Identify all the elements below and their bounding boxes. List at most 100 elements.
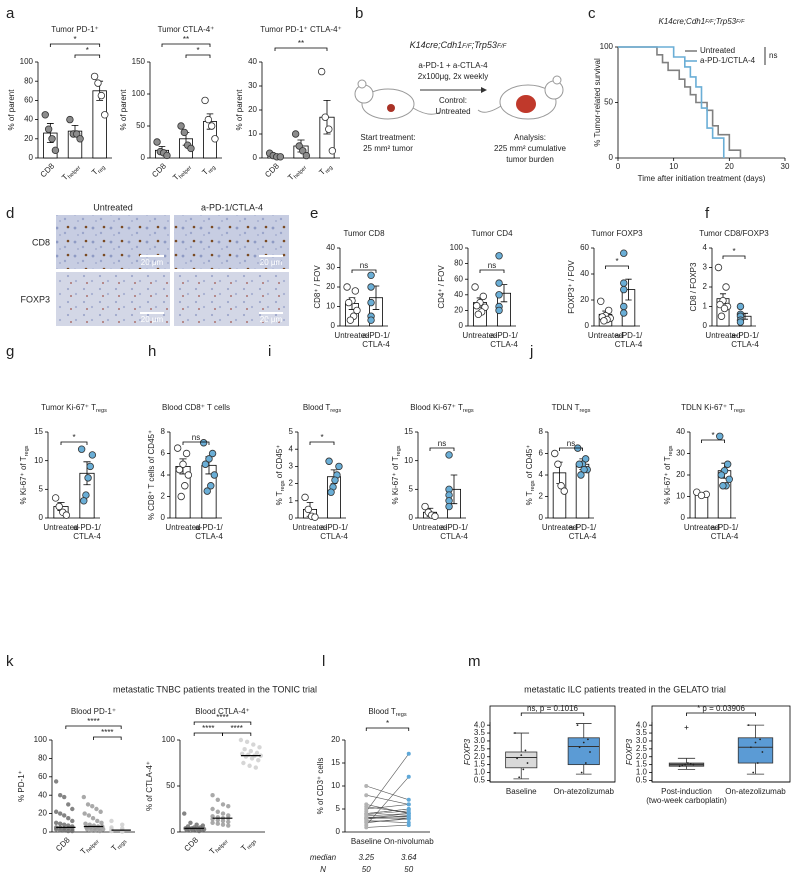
data-point (180, 128, 189, 137)
y-tick-label: 1 (703, 302, 708, 311)
schematic-text: Untreated (435, 107, 470, 116)
x-tick-label: Tregs (110, 835, 129, 854)
data-point (53, 820, 59, 825)
data-point (471, 283, 479, 291)
x-tick-label: a-PD-1/CTLA-4 (320, 523, 348, 541)
y-tick-label: 60 (38, 772, 47, 781)
y-tick-label: 30 (326, 263, 335, 272)
data-point (85, 802, 91, 807)
significance-label: * (732, 247, 735, 256)
y-tick-label: 80 (38, 754, 47, 763)
data-point (684, 763, 687, 766)
y-tick-label: 100 (600, 42, 614, 51)
y-tick-label: 100 (34, 735, 48, 744)
text-line: a-PD-1/ (569, 523, 597, 532)
data-point (301, 493, 309, 502)
data-point (406, 808, 411, 813)
text-sub: helper (67, 165, 82, 180)
error-bar (625, 278, 632, 301)
data-point (83, 821, 88, 826)
text-sub: helper (293, 165, 308, 180)
y-tick-label: 20 (580, 295, 589, 304)
data-point (239, 751, 245, 756)
data-point (580, 465, 588, 474)
chart-title: Blood CTLA-4⁺ (195, 707, 249, 716)
text-line: a-PD-1/ (615, 331, 643, 340)
text-sub: regs (530, 480, 536, 491)
data-point (66, 115, 74, 124)
data-point (199, 439, 208, 447)
data-point (120, 822, 125, 827)
row-label: CD8 (32, 237, 50, 247)
summary-value: 50 (362, 865, 371, 874)
data-point (215, 797, 221, 802)
y-tick-label: 5 (289, 427, 294, 436)
significance-label: **** (202, 724, 214, 733)
data-point (560, 487, 568, 495)
data-point (210, 471, 219, 479)
data-point (524, 749, 527, 752)
significance-label: **** (101, 728, 113, 737)
text-line: CTLA-4 (195, 532, 223, 541)
text-part: % Ki-67⁺ of T (391, 456, 400, 504)
data-point (182, 811, 187, 816)
y-tick-label: 60 (580, 243, 589, 252)
text-part: T (110, 843, 120, 853)
y-tick-label: 6 (539, 449, 544, 458)
data-point (759, 738, 761, 741)
y-axis-label: % Tumor-related survival (593, 58, 602, 147)
data-point (215, 817, 221, 823)
data-point (86, 813, 92, 818)
y-axis-label: FOXP3 (625, 738, 634, 765)
data-point (576, 724, 579, 727)
data-point (88, 451, 97, 459)
x-tick-label: Untreated (334, 331, 369, 340)
panel-label: j (529, 343, 533, 360)
micrograph (56, 272, 170, 326)
data-point (343, 283, 351, 291)
text-part: Blood Ki-67⁺ T (410, 403, 463, 412)
y-tick-label: 5 (336, 804, 341, 813)
y-tick-label: 100 (162, 735, 176, 744)
data-point (620, 309, 628, 317)
x-tick-label: Baseline (506, 787, 537, 796)
x-tick-label: Untreated (412, 523, 447, 532)
data-point (201, 460, 210, 468)
data-point (575, 460, 584, 468)
data-point (173, 444, 182, 452)
text-part: T (79, 846, 89, 856)
y-tick-label: 2.5 (474, 744, 486, 753)
y-tick-label: 80 (24, 76, 33, 85)
pair-line (366, 804, 409, 814)
x-tick-label: a-PD-1/CTLA-4 (711, 523, 739, 541)
data-point (226, 823, 231, 828)
y-tick-label: 1.0 (474, 768, 486, 777)
significance-bracket (74, 54, 101, 58)
data-point (97, 828, 103, 834)
y-tick-label: 40 (676, 427, 685, 436)
x-tick-label: Untreated (705, 331, 740, 340)
x-tick-label: Baseline (351, 837, 382, 846)
y-tick-label: 5 (39, 484, 44, 493)
x-tick-label: On-atezolizumab (554, 787, 615, 796)
data-point (99, 820, 104, 825)
y-tick-label: 20 (38, 809, 47, 818)
data-point (90, 72, 99, 81)
y-tick-label: 30 (248, 81, 257, 90)
data-point (243, 754, 249, 759)
y-axis-label: % CD8⁺ T cells of CD45⁺ (147, 430, 156, 520)
text-part: Tumor Ki-67⁺ T (41, 403, 96, 412)
x-tick-label: Thelper (208, 835, 231, 858)
data-point (81, 794, 87, 800)
y-tick-label: 40 (248, 57, 257, 66)
micrograph (174, 272, 289, 326)
data-point (364, 809, 369, 814)
y-tick-label: 15 (331, 758, 340, 767)
panel-letters: a b c d e f g h i j k l m (6, 5, 710, 670)
data-point (184, 471, 193, 479)
box (505, 751, 538, 769)
significance-label: * p = 0.03906 (697, 704, 745, 713)
y-tick-label: 60 (454, 274, 463, 283)
y-tick-label: 80 (454, 259, 463, 268)
section-heading: metastatic ILC patients treated in the G… (524, 684, 726, 694)
